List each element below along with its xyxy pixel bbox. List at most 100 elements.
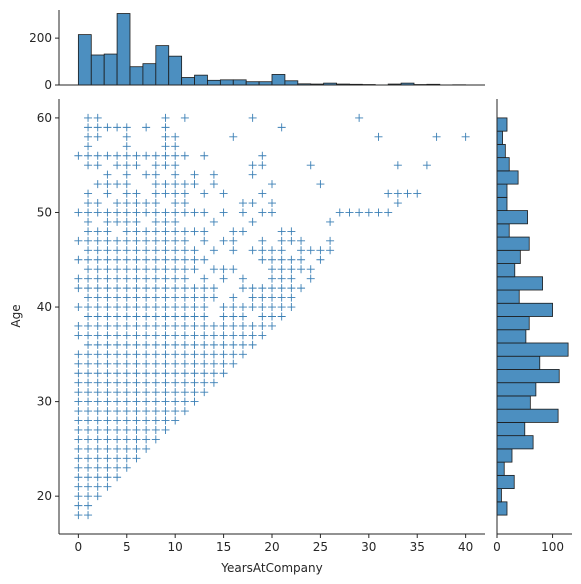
scatter-point — [258, 189, 267, 198]
scatter-point — [93, 132, 102, 141]
histogram-bar — [496, 329, 527, 344]
scatter-point — [171, 416, 180, 425]
scatter-point — [171, 369, 180, 378]
scatter-point — [287, 255, 296, 264]
scatter-point — [142, 284, 151, 293]
scatter-point — [219, 189, 228, 198]
scatter-point — [171, 151, 180, 160]
scatter-point — [209, 378, 218, 387]
scatter-point — [103, 312, 112, 321]
scatter-point — [200, 208, 209, 217]
scatter-point — [142, 227, 151, 236]
scatter-point — [103, 340, 112, 349]
scatter-point — [258, 161, 267, 170]
scatter-point — [190, 397, 199, 406]
scatter-point — [84, 511, 93, 520]
scatter-point — [103, 217, 112, 226]
scatter-point — [180, 274, 189, 283]
scatter-point — [161, 369, 170, 378]
histogram-bar — [496, 143, 506, 159]
scatter-point — [122, 142, 131, 151]
scatter-point — [142, 435, 151, 444]
scatter-point — [190, 388, 199, 397]
scatter-point — [84, 217, 93, 226]
y-tick-label: 40 — [37, 300, 52, 314]
histogram-bar — [142, 63, 157, 86]
scatter-point — [209, 284, 218, 293]
scatter-point — [84, 321, 93, 330]
scatter-point — [355, 113, 364, 122]
scatter-point — [268, 255, 276, 264]
scatter-point — [219, 359, 228, 368]
x-axis-label: YearsAtCompany — [220, 561, 322, 575]
scatter-point — [345, 208, 354, 217]
scatter-point — [103, 473, 112, 482]
histogram-bar — [496, 435, 534, 450]
scatter-point — [132, 416, 141, 425]
scatter-point — [74, 236, 83, 245]
scatter-point — [258, 255, 267, 264]
scatter-point — [200, 274, 209, 283]
scatter-point — [93, 265, 102, 274]
scatter-point — [151, 236, 160, 245]
scatter-point — [161, 255, 170, 264]
scatter-point — [103, 255, 112, 264]
scatter-point — [74, 274, 83, 283]
scatter-point — [84, 236, 93, 245]
scatter-point — [151, 274, 160, 283]
scatter-point — [161, 397, 170, 406]
scatter-point — [200, 359, 209, 368]
x-tick-label: 25 — [313, 540, 328, 554]
scatter-point — [113, 454, 122, 463]
scatter-point — [122, 321, 131, 330]
scatter-point — [103, 369, 112, 378]
scatter-point — [248, 303, 257, 312]
histogram-bar — [496, 130, 503, 145]
histogram-bar — [496, 448, 513, 463]
scatter-point — [122, 407, 131, 416]
scatter-point — [287, 236, 296, 245]
scatter-point — [84, 482, 93, 491]
scatter-point — [209, 265, 218, 274]
histogram-bar — [496, 369, 560, 384]
scatter-point — [180, 180, 189, 189]
scatter-point — [190, 246, 199, 255]
scatter-point — [132, 208, 141, 217]
scatter-point — [200, 378, 209, 387]
scatter-point — [93, 113, 102, 122]
scatter-point — [238, 227, 247, 236]
scatter-point — [268, 303, 276, 312]
scatter-point — [151, 312, 160, 321]
scatter-point — [190, 265, 199, 274]
scatter-point — [161, 359, 170, 368]
histogram-bar — [194, 74, 208, 86]
scatter-point — [171, 284, 180, 293]
scatter-point — [103, 454, 112, 463]
scatter-point — [277, 312, 286, 321]
scatter-point — [248, 340, 257, 349]
scatter-point — [161, 236, 170, 245]
scatter-point — [200, 331, 209, 340]
scatter-point — [132, 303, 141, 312]
scatter-point — [103, 303, 112, 312]
scatter-point — [74, 208, 83, 217]
top-y-tick-label: 200 — [29, 31, 52, 45]
scatter-point — [93, 378, 102, 387]
scatter-point — [180, 331, 189, 340]
scatter-point — [84, 359, 93, 368]
scatter-point — [122, 312, 131, 321]
scatter-point — [200, 340, 209, 349]
histogram-bar — [496, 302, 553, 317]
top-y-ticks: 0 200 — [29, 31, 59, 92]
scatter-point — [161, 407, 170, 416]
scatter-point — [113, 255, 122, 264]
scatter-point — [142, 388, 151, 397]
scatter-point — [277, 293, 286, 302]
scatter-point — [142, 208, 151, 217]
scatter-point — [74, 454, 83, 463]
scatter-point — [219, 303, 228, 312]
scatter-point — [268, 293, 276, 302]
histogram-bar — [496, 117, 508, 132]
scatter-point — [190, 378, 199, 387]
scatter-point — [180, 388, 189, 397]
